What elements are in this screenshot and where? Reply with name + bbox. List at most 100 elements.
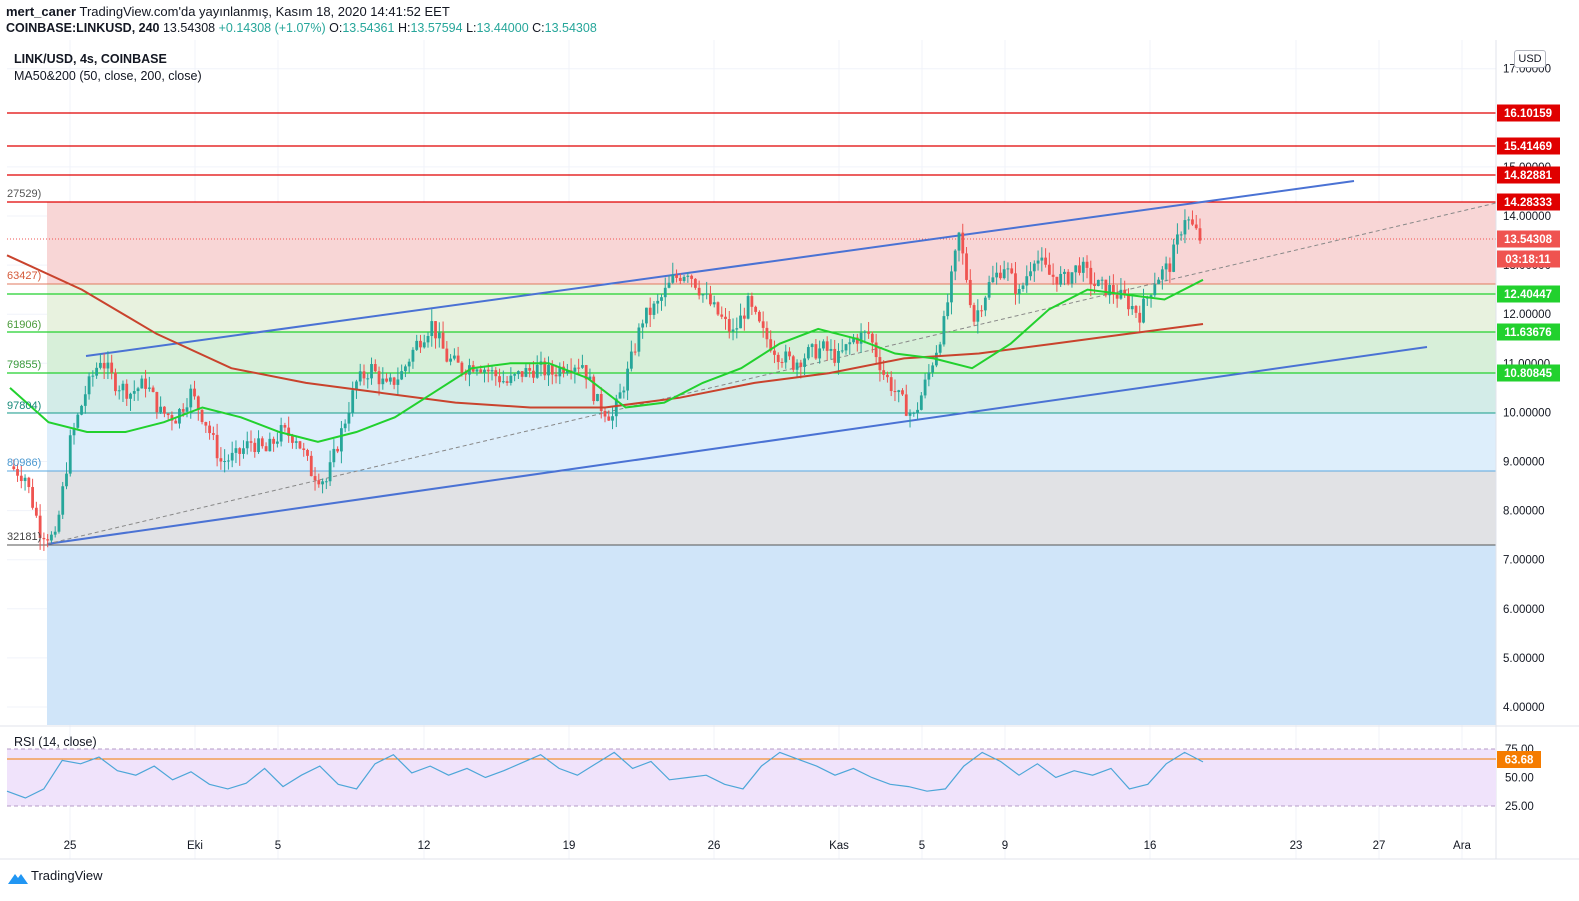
rsi-pane[interactable] <box>6 748 1496 807</box>
candle-body <box>1172 244 1176 272</box>
time-tick: 12 <box>418 840 431 852</box>
candle-body <box>38 515 42 538</box>
price-badge-label: 15.41469 <box>1504 141 1552 153</box>
candle-body <box>746 296 750 319</box>
candle-body <box>524 368 528 377</box>
candle-body <box>742 315 746 319</box>
candle-body <box>577 367 581 369</box>
rsi-line[interactable] <box>6 751 1204 799</box>
candle-body <box>388 377 392 382</box>
fib-retracement[interactable] <box>7 201 1496 725</box>
candle-body <box>716 302 720 315</box>
ma50-line[interactable] <box>9 278 1204 443</box>
candle-body <box>520 371 524 377</box>
candle-body <box>328 462 332 482</box>
rsi-legend[interactable]: RSI (14, close) <box>14 735 97 749</box>
candle-body <box>324 481 328 483</box>
ma-legend[interactable]: MA50&200 (50, close, 200, close) <box>14 69 202 83</box>
candle-body <box>682 276 686 281</box>
price-badge <box>1497 364 1560 382</box>
price-tick: 6.00000 <box>1503 604 1545 616</box>
time-tick: 5 <box>275 840 281 852</box>
candle-body <box>855 337 859 344</box>
candle-body <box>16 469 19 476</box>
candle-body <box>377 371 381 385</box>
time-tick: Ara <box>1453 840 1472 852</box>
candle-body <box>430 321 434 337</box>
time-tick: 16 <box>1144 840 1157 852</box>
candle-body <box>927 372 931 380</box>
candle-body <box>1006 268 1010 270</box>
candle-body <box>68 435 72 474</box>
candle-body <box>129 393 132 399</box>
ma200-line[interactable] <box>6 254 1204 409</box>
price-tick: 7.00000 <box>1503 555 1545 567</box>
price-badges: 16.10159 15.41469 14.82881 14.28333 13.54308… <box>1497 104 1560 382</box>
candle-body <box>1168 263 1172 272</box>
candle-body <box>818 348 822 359</box>
candle-body <box>392 377 396 385</box>
time-tick: 27 <box>1373 840 1386 852</box>
candle-body <box>234 448 238 453</box>
candle-body <box>867 331 871 334</box>
publish-date: TradingView.com'da yayınlanmış, Kasım 18… <box>79 4 450 19</box>
candle-body <box>573 367 577 372</box>
candle-body <box>1153 284 1157 296</box>
candle-body <box>249 441 253 443</box>
candle-body <box>501 381 505 383</box>
price-tick: 5.00000 <box>1503 653 1545 665</box>
candle-body <box>302 448 306 450</box>
candle-body <box>373 364 377 372</box>
channel-upper-line[interactable] <box>85 180 1355 357</box>
candle-body <box>652 303 656 315</box>
fib-level-label: 63427) <box>7 270 41 282</box>
candle-body <box>840 350 844 352</box>
candle-body <box>663 287 667 298</box>
candle-body <box>31 487 34 508</box>
price-axis[interactable]: 17.0000015.0000014.0000013.0000012.00000… <box>1503 64 1551 714</box>
price-badge-label: 10.80845 <box>1504 368 1553 380</box>
candle-body <box>193 388 196 397</box>
candle-body <box>136 388 140 392</box>
candle-body <box>965 253 968 280</box>
currency-button[interactable]: USD <box>1514 50 1546 68</box>
candle-body <box>355 381 358 391</box>
candle-body <box>189 388 193 408</box>
time-axis[interactable]: 25 Eki 5 12 19 26 Kas 5 9 16 23 27 Ara <box>64 840 1472 852</box>
tradingview-logo[interactable]: TradingView <box>8 868 103 884</box>
candle-body <box>1187 219 1191 221</box>
candle-body <box>833 348 837 363</box>
close-value: 13.54308 <box>544 21 597 35</box>
price-badge <box>1497 193 1560 211</box>
candle-body <box>227 460 230 462</box>
price-badge <box>1497 166 1560 184</box>
candle-body <box>712 302 716 305</box>
candle-body <box>452 355 456 359</box>
channel-lower-line[interactable] <box>46 346 1428 545</box>
candle-body <box>1104 279 1108 296</box>
candle-body <box>938 344 942 353</box>
candle-body <box>483 369 486 373</box>
symbol-label: COINBASE:LINKUSD, 240 <box>6 21 160 35</box>
price-badge-label: 12.40447 <box>1504 289 1552 301</box>
candle-body <box>874 342 878 358</box>
candle-body <box>1149 295 1153 298</box>
candle-body <box>272 438 276 444</box>
candle-body <box>1014 273 1017 295</box>
rsi-tick: 50.00 <box>1505 773 1534 785</box>
candle-body <box>347 413 351 424</box>
last-price: 13.54308 <box>162 21 216 35</box>
time-tick: Eki <box>187 840 203 852</box>
price-badge-label: 03:18:11 <box>1505 254 1551 266</box>
candle-body <box>675 274 678 278</box>
candle-body <box>596 394 599 402</box>
author-name[interactable]: mert_caner <box>6 4 77 19</box>
time-tick: 9 <box>1002 840 1008 852</box>
brand-name: TradingView <box>31 868 103 883</box>
candle-body <box>972 305 976 322</box>
time-tick: 5 <box>919 840 925 852</box>
trend-dashed-line[interactable] <box>46 202 1497 545</box>
candle-body <box>931 365 935 373</box>
candle-body <box>1191 219 1194 225</box>
